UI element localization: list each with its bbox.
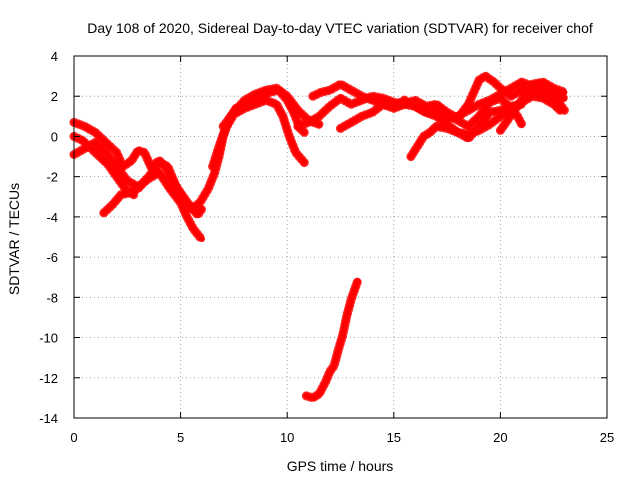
y-tick-label: 0: [51, 129, 58, 144]
series-marker-band: [301, 276, 363, 403]
series-marker-band: [99, 158, 190, 218]
plot-frame: [73, 55, 608, 419]
x-tick-label: 25: [600, 430, 614, 445]
y-axis-label: SDTVAR / TECUs: [6, 183, 22, 295]
axis-ticks: 0 5 10 15 20 25 -14 -12 -10 -8 -6 -4 -2 0 2 4: [39, 49, 614, 445]
x-axis-label: GPS time / hours: [287, 458, 394, 474]
y-tick-label: 4: [51, 49, 58, 64]
y-tick-label: -4: [46, 210, 58, 225]
series-arc-11: [406, 99, 527, 162]
series-marker-band: [495, 83, 569, 135]
y-tick-label: -6: [46, 250, 58, 265]
x-tick-label: 0: [70, 430, 77, 445]
series-marker-band: [208, 95, 309, 172]
y-tick-label: -10: [39, 331, 58, 346]
grid: [74, 56, 607, 418]
y-tick-label: 2: [51, 89, 58, 104]
series-arc-13: [495, 83, 569, 135]
y-tick-label: -2: [46, 170, 58, 185]
series-arc-14: [301, 276, 363, 403]
chart-title: Day 108 of 2020, Sidereal Day-to-day VTE…: [87, 20, 593, 36]
x-tick-label: 15: [387, 430, 401, 445]
y-tick-label: -14: [39, 411, 58, 426]
series-arc-3: [99, 158, 190, 218]
series-layer: [69, 71, 569, 403]
x-tick-label: 10: [280, 430, 294, 445]
series-marker-band: [69, 131, 139, 200]
series-marker-band: [406, 99, 527, 162]
x-tick-label: 5: [177, 430, 184, 445]
x-tick-label: 20: [493, 430, 507, 445]
y-tick-label: -8: [46, 290, 58, 305]
y-tick-label: -12: [39, 371, 58, 386]
series-arc-4: [69, 131, 139, 200]
series-arc-6: [208, 95, 309, 172]
series-arc-7: [218, 83, 324, 131]
series-marker-band: [218, 83, 324, 131]
